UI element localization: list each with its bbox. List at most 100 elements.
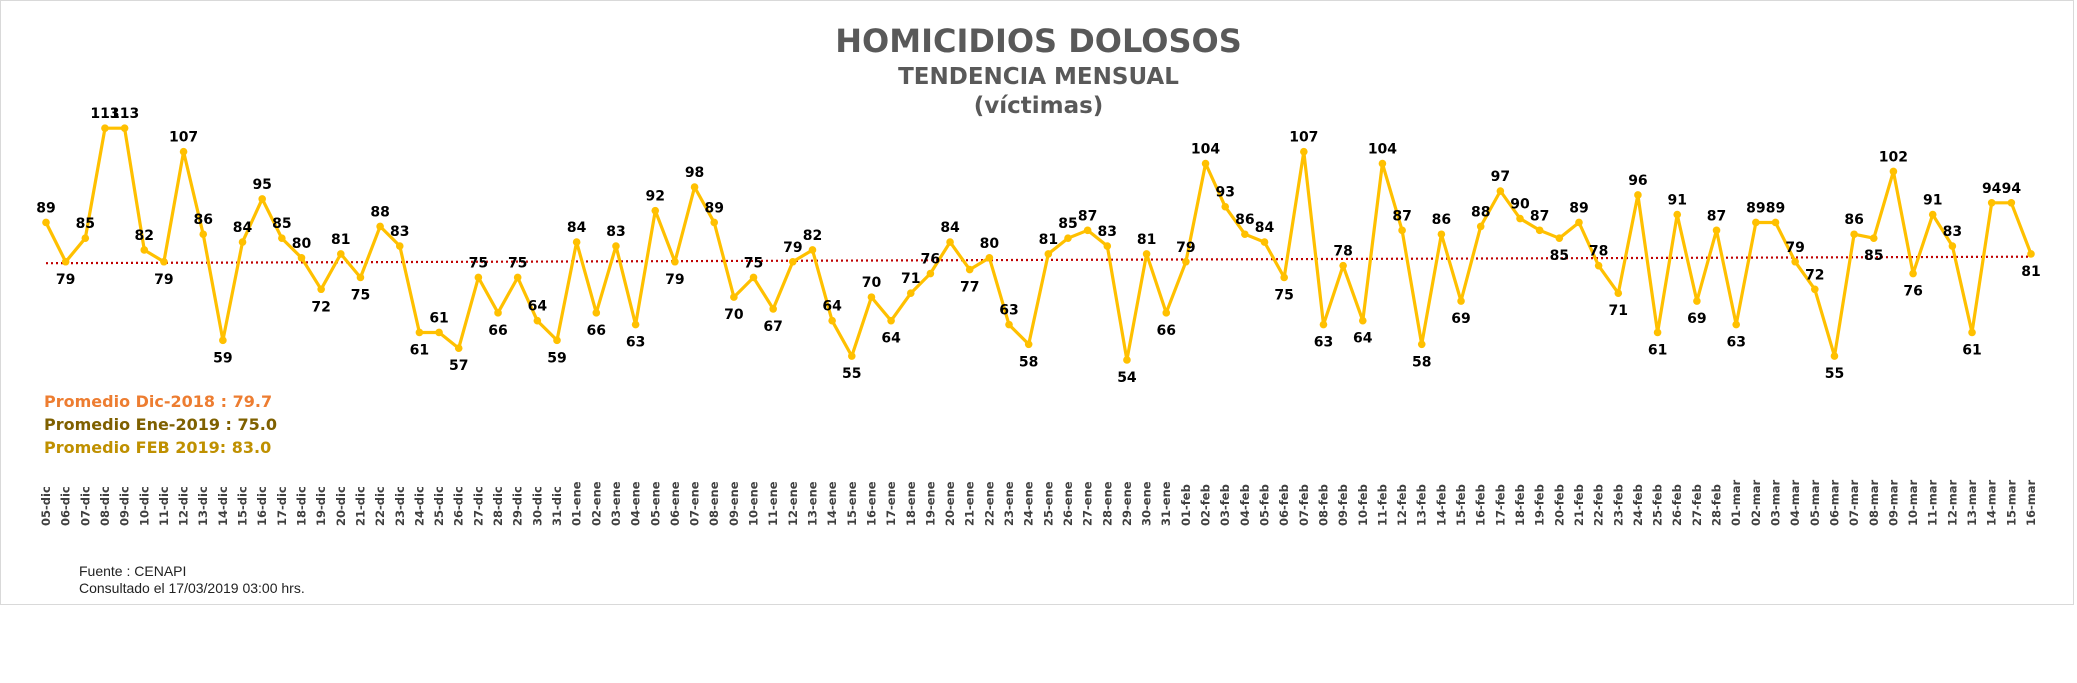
series-line xyxy=(44,126,2033,362)
x-axis-tick-label: 17-feb xyxy=(1493,484,1507,526)
data-label: 82 xyxy=(135,228,154,244)
x-axis-tick-label: 16-ene xyxy=(864,481,878,526)
data-point xyxy=(1319,320,1328,329)
data-point xyxy=(1987,199,1996,207)
x-axis-tick-label: 01-ene xyxy=(570,481,584,526)
data-label: 85 xyxy=(76,216,95,232)
data-label: 88 xyxy=(1471,204,1490,220)
data-label: 61 xyxy=(429,310,448,326)
data-label: 59 xyxy=(213,350,232,366)
data-point xyxy=(454,344,463,353)
x-axis-tick-label: 02-feb xyxy=(1199,484,1213,526)
data-point xyxy=(1476,222,1485,231)
data-label: 92 xyxy=(646,189,665,205)
data-label: 54 xyxy=(1117,370,1137,386)
x-axis-tick-label: 29-dic xyxy=(511,486,525,526)
data-point xyxy=(2007,199,2016,207)
data-label: 113 xyxy=(110,106,139,122)
data-label: 86 xyxy=(1844,212,1863,228)
data-label: 72 xyxy=(311,299,330,315)
data-point xyxy=(179,147,188,156)
data-point xyxy=(690,183,699,191)
x-axis-tick-label: 21-feb xyxy=(1572,484,1586,526)
average-feb-2019: Promedio FEB 2019: 83.0 xyxy=(44,438,272,457)
x-axis-tick-label: 06-feb xyxy=(1277,484,1291,526)
x-axis-tick-label: 19-feb xyxy=(1533,484,1547,526)
data-label: 79 xyxy=(56,272,75,288)
data-point xyxy=(1005,320,1013,329)
x-axis-tick-label: 11-feb xyxy=(1375,484,1389,526)
data-point xyxy=(789,257,797,266)
data-point xyxy=(199,230,208,239)
x-axis-tick-label: 09-dic xyxy=(118,486,132,526)
data-label: 79 xyxy=(154,272,173,288)
data-point xyxy=(1260,238,1269,246)
x-axis-tick-label: 10-mar xyxy=(1906,479,1920,526)
data-point xyxy=(730,293,738,301)
x-axis-tick-label: 06-mar xyxy=(1827,479,1841,526)
data-point xyxy=(965,265,974,274)
data-label: 97 xyxy=(1491,169,1510,185)
x-axis-tick-label: 07-feb xyxy=(1297,484,1311,526)
data-label: 107 xyxy=(169,130,198,146)
data-point xyxy=(1044,250,1053,258)
x-axis-tick-label: 22-dic xyxy=(373,486,387,526)
data-label: 85 xyxy=(1550,248,1569,264)
data-point xyxy=(1103,242,1112,250)
data-label: 89 xyxy=(36,200,55,216)
data-point xyxy=(219,336,227,345)
data-label: 63 xyxy=(1726,335,1745,351)
data-point xyxy=(926,269,935,278)
data-label: 87 xyxy=(1078,208,1097,224)
x-axis-tick-label: 28-ene xyxy=(1100,481,1114,526)
data-point xyxy=(1457,297,1465,305)
x-axis-tick-label: 18-ene xyxy=(904,481,918,526)
x-axis-tick-label: 05-feb xyxy=(1258,484,1272,526)
data-point xyxy=(1693,297,1701,305)
data-label: 76 xyxy=(921,252,940,268)
x-axis-tick-label: 11-dic xyxy=(157,486,171,526)
data-label: 66 xyxy=(587,323,606,339)
average-dec-2018: Promedio Dic-2018 : 79.7 xyxy=(44,392,273,411)
data-label: 83 xyxy=(1943,224,1962,240)
data-label: 64 xyxy=(822,299,842,315)
data-point xyxy=(356,273,365,282)
data-label: 85 xyxy=(272,216,291,232)
data-point xyxy=(1083,226,1092,235)
data-point xyxy=(808,246,817,254)
data-label: 80 xyxy=(980,236,1000,252)
data-point xyxy=(1889,167,1898,176)
data-point xyxy=(710,218,719,227)
data-label: 63 xyxy=(626,335,645,351)
x-axis-tick-label: 01-mar xyxy=(1729,479,1743,526)
data-point xyxy=(278,234,286,242)
data-point xyxy=(651,206,660,215)
data-label: 79 xyxy=(1176,240,1195,256)
data-point xyxy=(395,242,404,250)
data-point xyxy=(1123,356,1131,364)
data-point xyxy=(140,246,149,254)
data-point xyxy=(1535,226,1544,235)
data-point xyxy=(42,218,50,227)
x-axis-tick-label: 26-ene xyxy=(1061,481,1075,526)
data-labels-layer: 8979851131138279107865984958580728175888… xyxy=(36,106,2040,386)
x-axis-tick-label: 10-feb xyxy=(1356,484,1370,526)
data-label: 98 xyxy=(685,165,704,181)
x-axis-tick-label: 24-dic xyxy=(412,486,426,526)
data-label: 107 xyxy=(1289,130,1318,146)
data-point xyxy=(1496,187,1505,195)
x-axis-tick-label: 27-feb xyxy=(1690,484,1704,526)
x-axis-tick-label: 22-ene xyxy=(982,481,996,526)
x-axis-tick-label: 16-mar xyxy=(2024,479,2038,526)
chart-unit-label: (víctimas) xyxy=(973,93,1104,119)
data-point xyxy=(513,273,522,282)
x-axis-tick-label: 07-ene xyxy=(688,481,702,526)
data-point xyxy=(749,273,758,282)
data-point xyxy=(1830,352,1839,360)
source-note: Fuente : CENAPI xyxy=(79,563,187,579)
x-axis-tick-label: 18-dic xyxy=(294,486,308,526)
data-label: 86 xyxy=(1235,212,1254,228)
x-axis-tick-label: 21-dic xyxy=(353,486,367,526)
data-point xyxy=(435,328,443,337)
data-label: 61 xyxy=(1648,342,1667,358)
